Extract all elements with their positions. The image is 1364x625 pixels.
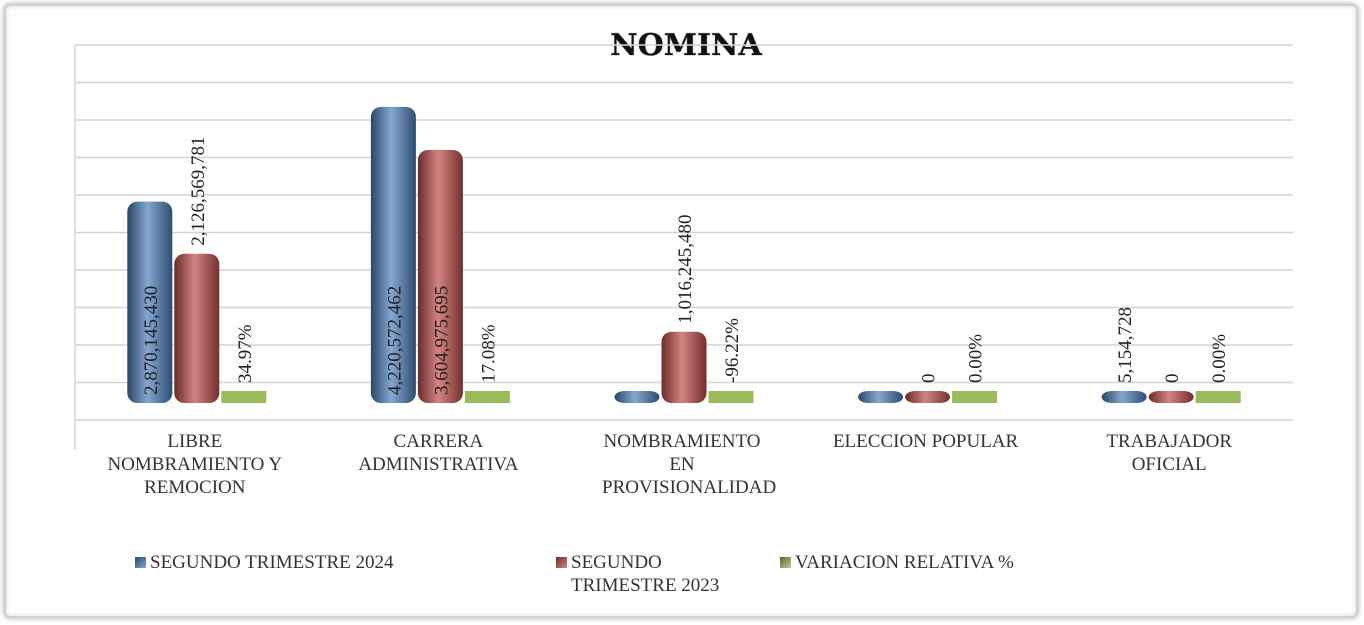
bar <box>417 150 463 403</box>
bar <box>858 391 904 403</box>
data-label: 1,016,245,480 <box>675 214 696 323</box>
bar <box>370 106 416 404</box>
data-label: 17.08% <box>478 324 499 383</box>
legend-item: VARIACION RELATIVA % <box>780 551 1240 574</box>
data-label: -96.22% <box>722 318 743 383</box>
bar <box>905 391 951 403</box>
bar <box>708 391 754 403</box>
data-label: 0 <box>919 374 940 384</box>
data-label: 5,154,728 <box>1115 307 1136 383</box>
data-label: 4,220,572,462 <box>384 286 405 395</box>
bar <box>221 391 267 403</box>
bar <box>127 201 173 403</box>
legend-item: SEGUNDO TRIMESTRE 2024 <box>135 551 535 574</box>
data-label: 2,870,145,430 <box>141 286 162 395</box>
legend-label: VARIACION RELATIVA % <box>795 552 1014 573</box>
x-tick-label: TRABAJADOR OFICIAL <box>1106 431 1232 475</box>
data-label: 0.00% <box>966 334 987 383</box>
legend-item: SEGUNDO TRIMESTRE 2023 <box>556 551 766 597</box>
bar <box>614 391 660 403</box>
bar <box>1195 391 1241 403</box>
x-tick-label: NOMBRAMIENTO EN PROVISIONALIDAD <box>602 431 777 498</box>
bar <box>174 253 220 403</box>
bar <box>464 391 510 403</box>
chart-frame <box>4 4 1358 618</box>
bar <box>1101 391 1147 403</box>
data-label: 0.00% <box>1209 334 1230 383</box>
legend-label: SEGUNDO TRIMESTRE 2024 <box>150 552 394 573</box>
bar <box>1148 391 1194 403</box>
legend-swatch <box>556 557 567 568</box>
legend-label: SEGUNDO TRIMESTRE 2023 <box>571 552 720 596</box>
bar <box>661 331 707 403</box>
x-tick-label: ELECCION POPULAR <box>832 431 1019 452</box>
legend-swatch <box>135 557 146 568</box>
legend-swatch <box>780 557 791 568</box>
data-label: 2,126,569,781 <box>188 137 209 246</box>
data-label: 34.97% <box>235 324 256 383</box>
x-tick-label: CARRERA ADMINISTRATIVA <box>358 431 519 475</box>
bar <box>952 391 998 403</box>
data-label: 3,604,975,695 <box>431 286 452 395</box>
data-label: 0 <box>1162 374 1183 384</box>
x-tick-label: LIBRE NOMBRAMIENTO Y REMOCION <box>107 431 283 498</box>
